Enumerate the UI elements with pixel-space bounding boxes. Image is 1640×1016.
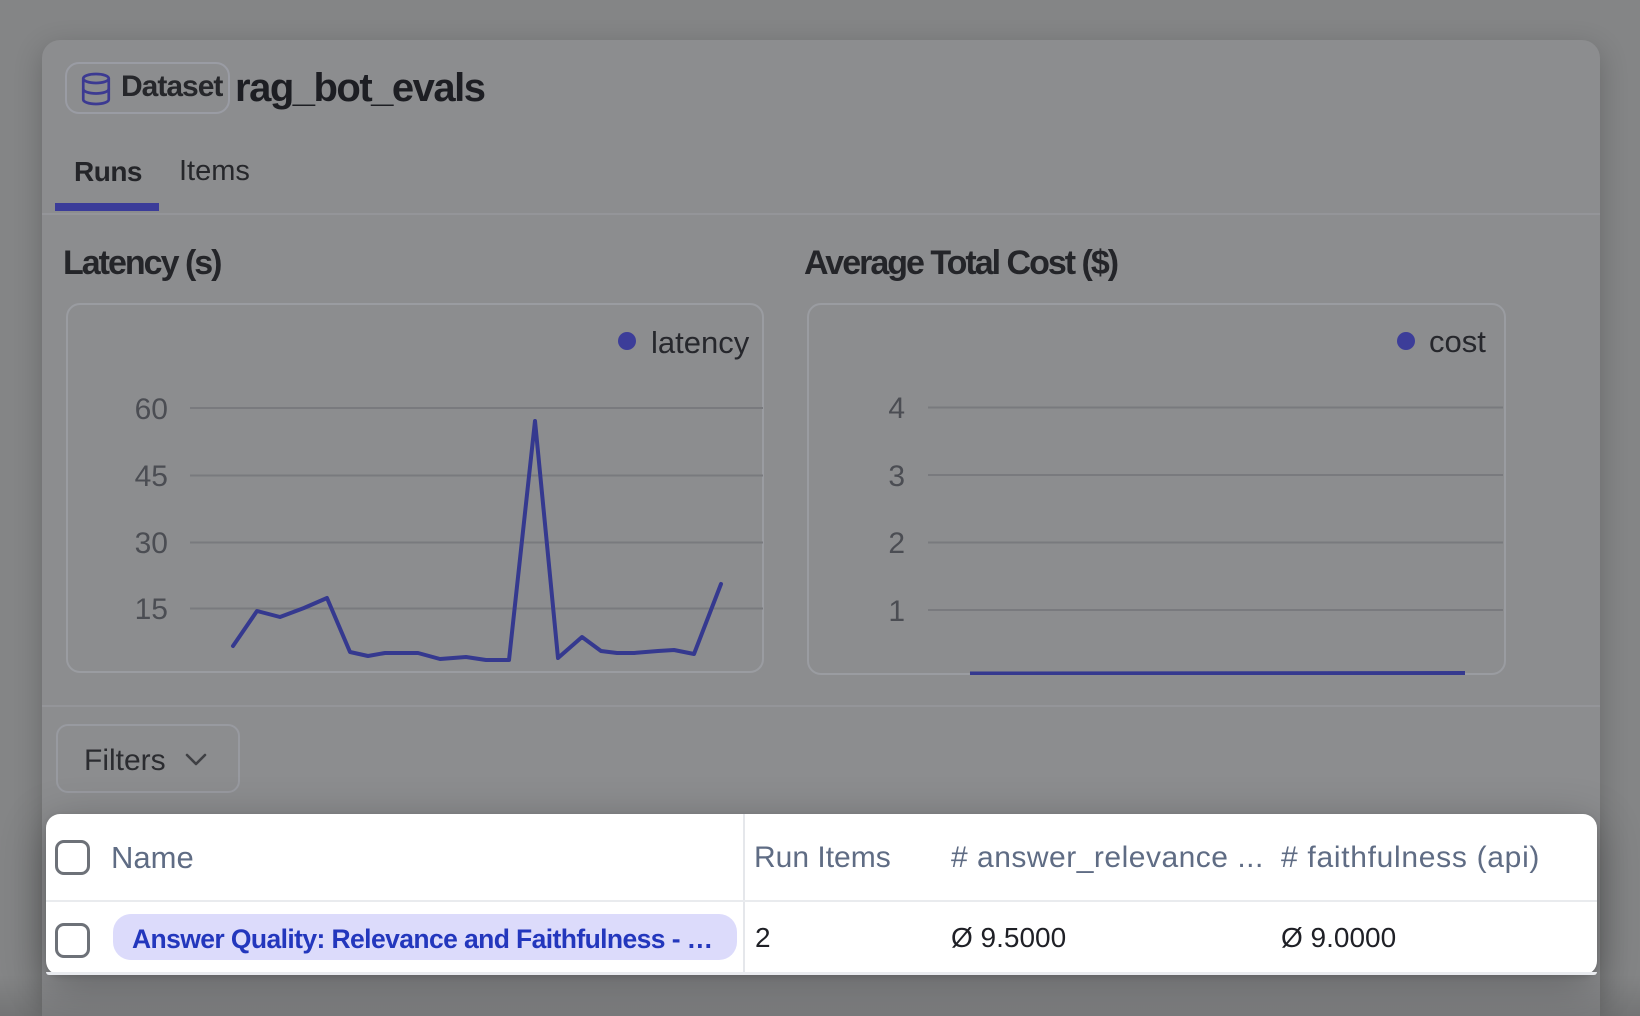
svg-text:4: 4	[888, 392, 905, 425]
svg-text:30: 30	[135, 527, 168, 560]
svg-text:60: 60	[135, 393, 168, 426]
svg-text:3: 3	[888, 460, 905, 493]
svg-text:15: 15	[135, 593, 168, 626]
svg-text:cost: cost	[1429, 324, 1486, 359]
svg-text:45: 45	[135, 460, 168, 493]
svg-text:1: 1	[888, 595, 905, 628]
svg-text:latency: latency	[651, 325, 750, 360]
svg-text:2: 2	[888, 527, 905, 560]
